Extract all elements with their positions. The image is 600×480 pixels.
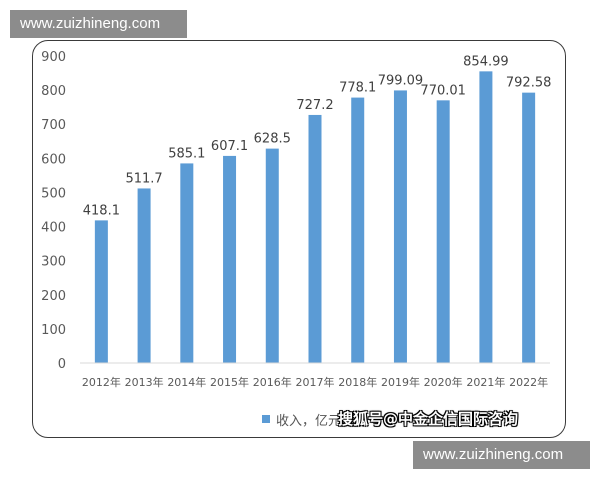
bar-value-label: 854.99 (463, 54, 509, 69)
x-tick-label: 2013年 (125, 375, 164, 389)
legend-label: 收入，亿元 (276, 413, 342, 429)
y-tick-label: 900 (41, 50, 66, 65)
y-tick-label: 200 (41, 289, 66, 304)
y-tick-label: 700 (41, 118, 66, 133)
bar-value-label: 628.5 (254, 132, 291, 147)
x-tick-label: 2021年 (466, 375, 505, 389)
y-tick-label: 300 (41, 255, 66, 270)
x-axis-ticks: 2012年 2013年 2014年 2015年 2016年 2017年 2018年 2019年… (82, 375, 548, 389)
bar-data-labels: 418.1 511.7 585.1 607.1 628.5 727.2 778.1 799.0… (83, 54, 552, 218)
bar (308, 114, 322, 363)
bar-value-label: 792.58 (506, 76, 552, 91)
x-tick-label: 2019年 (381, 375, 420, 389)
x-tick-label: 2022年 (509, 375, 548, 389)
x-tick-label: 2015年 (210, 375, 249, 389)
y-tick-label: 100 (41, 323, 66, 338)
bar (393, 90, 407, 364)
y-tick-label: 800 (41, 84, 66, 99)
bar-value-label: 607.1 (211, 139, 248, 154)
y-tick-label: 500 (41, 186, 66, 201)
bar-value-label: 585.1 (168, 146, 205, 161)
y-tick-label: 400 (41, 221, 66, 236)
bar (180, 163, 194, 363)
y-tick-label: 600 (41, 152, 66, 167)
x-tick-label: 2018年 (338, 375, 377, 389)
x-tick-label: 2014年 (167, 375, 206, 389)
bar (351, 97, 365, 363)
legend-swatch (262, 415, 270, 423)
chart-card (32, 40, 566, 438)
x-tick-label: 2020年 (424, 375, 463, 389)
bar (94, 220, 108, 363)
x-tick-label: 2017年 (296, 375, 335, 389)
bar (479, 71, 493, 364)
bar (522, 92, 536, 364)
bar-value-label: 770.01 (420, 83, 466, 98)
bar (223, 155, 237, 363)
bar (137, 188, 151, 363)
y-tick-label: 0 (58, 357, 66, 372)
bar (436, 100, 450, 363)
x-tick-label: 2016年 (253, 375, 292, 389)
bar-value-label: 511.7 (125, 171, 162, 186)
bar-value-label: 778.1 (339, 81, 376, 96)
bar-value-label: 799.09 (378, 73, 424, 88)
x-tick-label: 2012年 (82, 375, 121, 389)
bar-value-label: 727.2 (296, 98, 333, 113)
legend: 收入，亿元 (262, 409, 341, 429)
source-overlay-text: 搜狐号@中金企信国际咨询 (338, 410, 519, 428)
bars (94, 71, 536, 364)
bar (265, 148, 279, 363)
watermark-bottom: www.zuizhineng.com (413, 441, 590, 469)
bar-value-label: 418.1 (83, 203, 120, 218)
watermark-top: www.zuizhineng.com (10, 10, 187, 38)
y-axis-ticks: 0 100 200 300 400 500 600 700 800 900 (41, 50, 66, 372)
